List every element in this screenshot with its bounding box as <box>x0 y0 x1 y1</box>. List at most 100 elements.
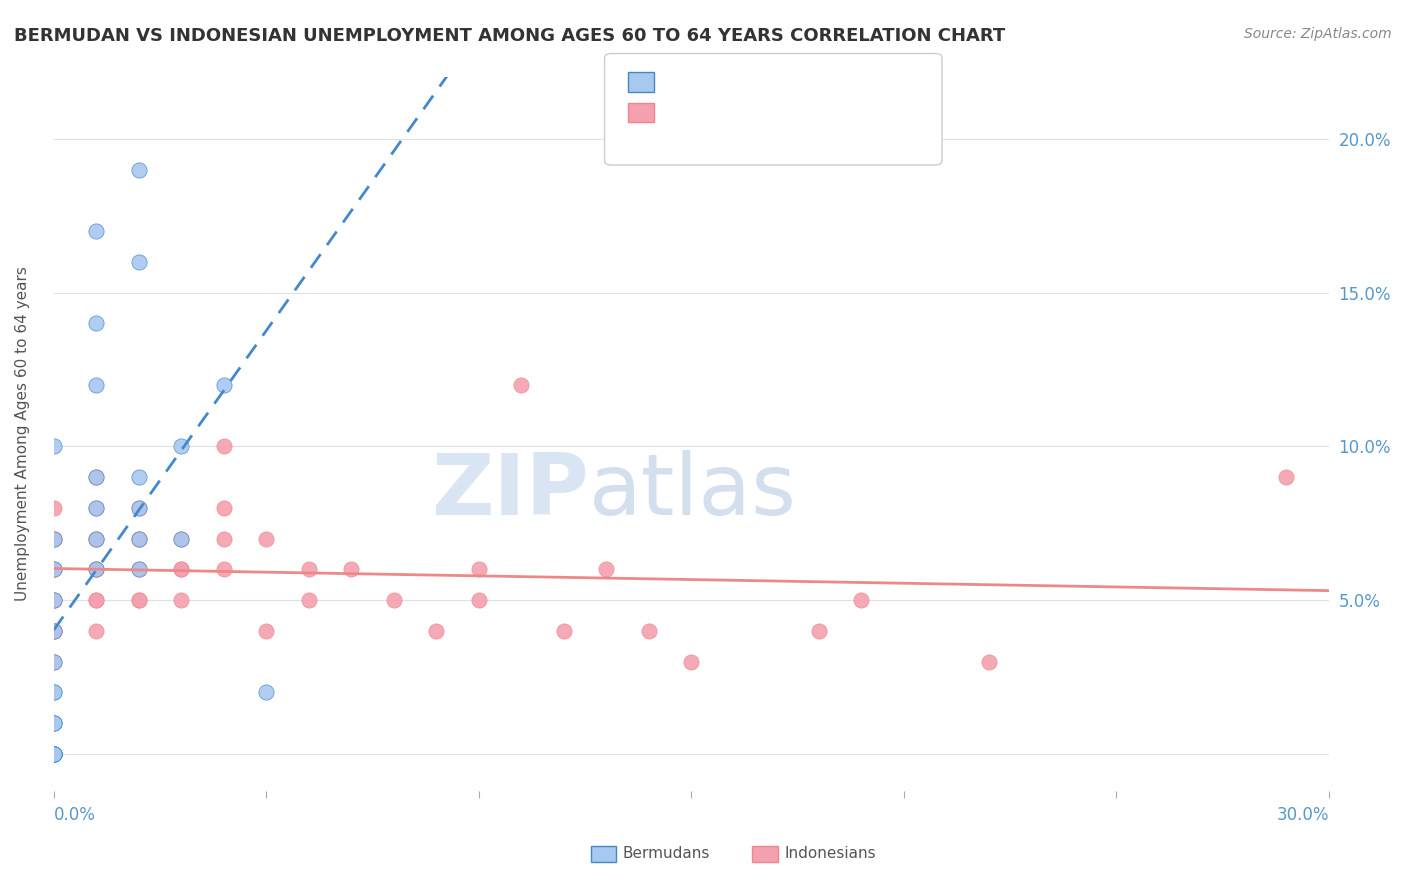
Text: 30.0%: 30.0% <box>1277 806 1329 824</box>
Text: Bermudans: Bermudans <box>623 847 710 861</box>
Point <box>170 532 193 546</box>
Point <box>425 624 447 638</box>
Point <box>254 624 277 638</box>
Point <box>212 532 235 546</box>
Point <box>42 747 65 761</box>
Point <box>807 624 830 638</box>
Point <box>467 562 489 576</box>
Point <box>128 532 150 546</box>
Point <box>170 562 193 576</box>
Point <box>42 685 65 699</box>
Point <box>128 255 150 269</box>
Point <box>84 470 107 484</box>
Text: N = 52: N = 52 <box>794 113 856 131</box>
Text: Indonesians: Indonesians <box>785 847 876 861</box>
Point <box>128 593 150 607</box>
Point <box>510 377 533 392</box>
Point <box>42 593 65 607</box>
Point <box>42 624 65 638</box>
Text: N = 36: N = 36 <box>794 83 856 101</box>
Point <box>42 532 65 546</box>
Point <box>84 532 107 546</box>
Point <box>42 562 65 576</box>
Point <box>212 500 235 515</box>
Point <box>212 439 235 453</box>
Point <box>42 500 65 515</box>
Point <box>851 593 873 607</box>
Text: 0.0%: 0.0% <box>53 806 96 824</box>
Point <box>42 655 65 669</box>
Point <box>212 377 235 392</box>
Point <box>42 532 65 546</box>
Point <box>128 532 150 546</box>
Point <box>128 562 150 576</box>
Point <box>42 716 65 731</box>
Point <box>84 500 107 515</box>
Point <box>42 655 65 669</box>
Point <box>128 500 150 515</box>
Text: BERMUDAN VS INDONESIAN UNEMPLOYMENT AMONG AGES 60 TO 64 YEARS CORRELATION CHART: BERMUDAN VS INDONESIAN UNEMPLOYMENT AMON… <box>14 27 1005 45</box>
Text: R = 0.315: R = 0.315 <box>661 83 751 101</box>
Point <box>212 562 235 576</box>
Point <box>1275 470 1298 484</box>
Point <box>170 562 193 576</box>
Point <box>42 593 65 607</box>
Point <box>42 747 65 761</box>
Point <box>42 747 65 761</box>
Point <box>553 624 575 638</box>
Point <box>42 747 65 761</box>
Point <box>42 747 65 761</box>
Point <box>254 685 277 699</box>
Point <box>170 593 193 607</box>
Point <box>42 716 65 731</box>
Point <box>42 747 65 761</box>
Point <box>128 562 150 576</box>
Point <box>467 593 489 607</box>
Point <box>170 439 193 453</box>
Point <box>42 685 65 699</box>
Point <box>977 655 1000 669</box>
Point <box>42 624 65 638</box>
Point <box>340 562 363 576</box>
Point <box>42 747 65 761</box>
Point <box>42 439 65 453</box>
Point <box>84 532 107 546</box>
Point <box>382 593 405 607</box>
Point <box>42 624 65 638</box>
Point <box>84 532 107 546</box>
Point <box>681 655 703 669</box>
Point <box>637 624 659 638</box>
Point <box>42 562 65 576</box>
Point <box>84 562 107 576</box>
Point <box>42 747 65 761</box>
Point <box>128 593 150 607</box>
Point <box>42 716 65 731</box>
Point <box>84 593 107 607</box>
Point <box>84 500 107 515</box>
Point <box>254 532 277 546</box>
Point <box>84 317 107 331</box>
Point <box>84 562 107 576</box>
Y-axis label: Unemployment Among Ages 60 to 64 years: Unemployment Among Ages 60 to 64 years <box>15 267 30 601</box>
Point <box>84 224 107 238</box>
Point <box>42 532 65 546</box>
Point <box>84 377 107 392</box>
Point <box>128 470 150 484</box>
Point <box>42 593 65 607</box>
Point <box>128 162 150 177</box>
Point <box>170 532 193 546</box>
Text: ZIP: ZIP <box>432 450 589 533</box>
Point <box>128 500 150 515</box>
Point <box>84 593 107 607</box>
Point <box>84 470 107 484</box>
Text: Source: ZipAtlas.com: Source: ZipAtlas.com <box>1244 27 1392 41</box>
Point <box>42 562 65 576</box>
Point <box>42 624 65 638</box>
Text: atlas: atlas <box>589 450 797 533</box>
Point <box>84 624 107 638</box>
Point <box>595 562 617 576</box>
Text: R = 0.126: R = 0.126 <box>661 113 751 131</box>
Point <box>84 562 107 576</box>
Point <box>298 562 321 576</box>
Point <box>298 593 321 607</box>
